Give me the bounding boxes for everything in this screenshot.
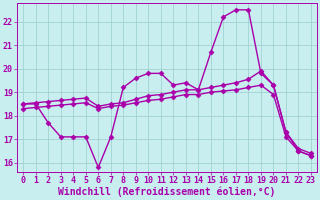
X-axis label: Windchill (Refroidissement éolien,°C): Windchill (Refroidissement éolien,°C) [58, 187, 276, 197]
